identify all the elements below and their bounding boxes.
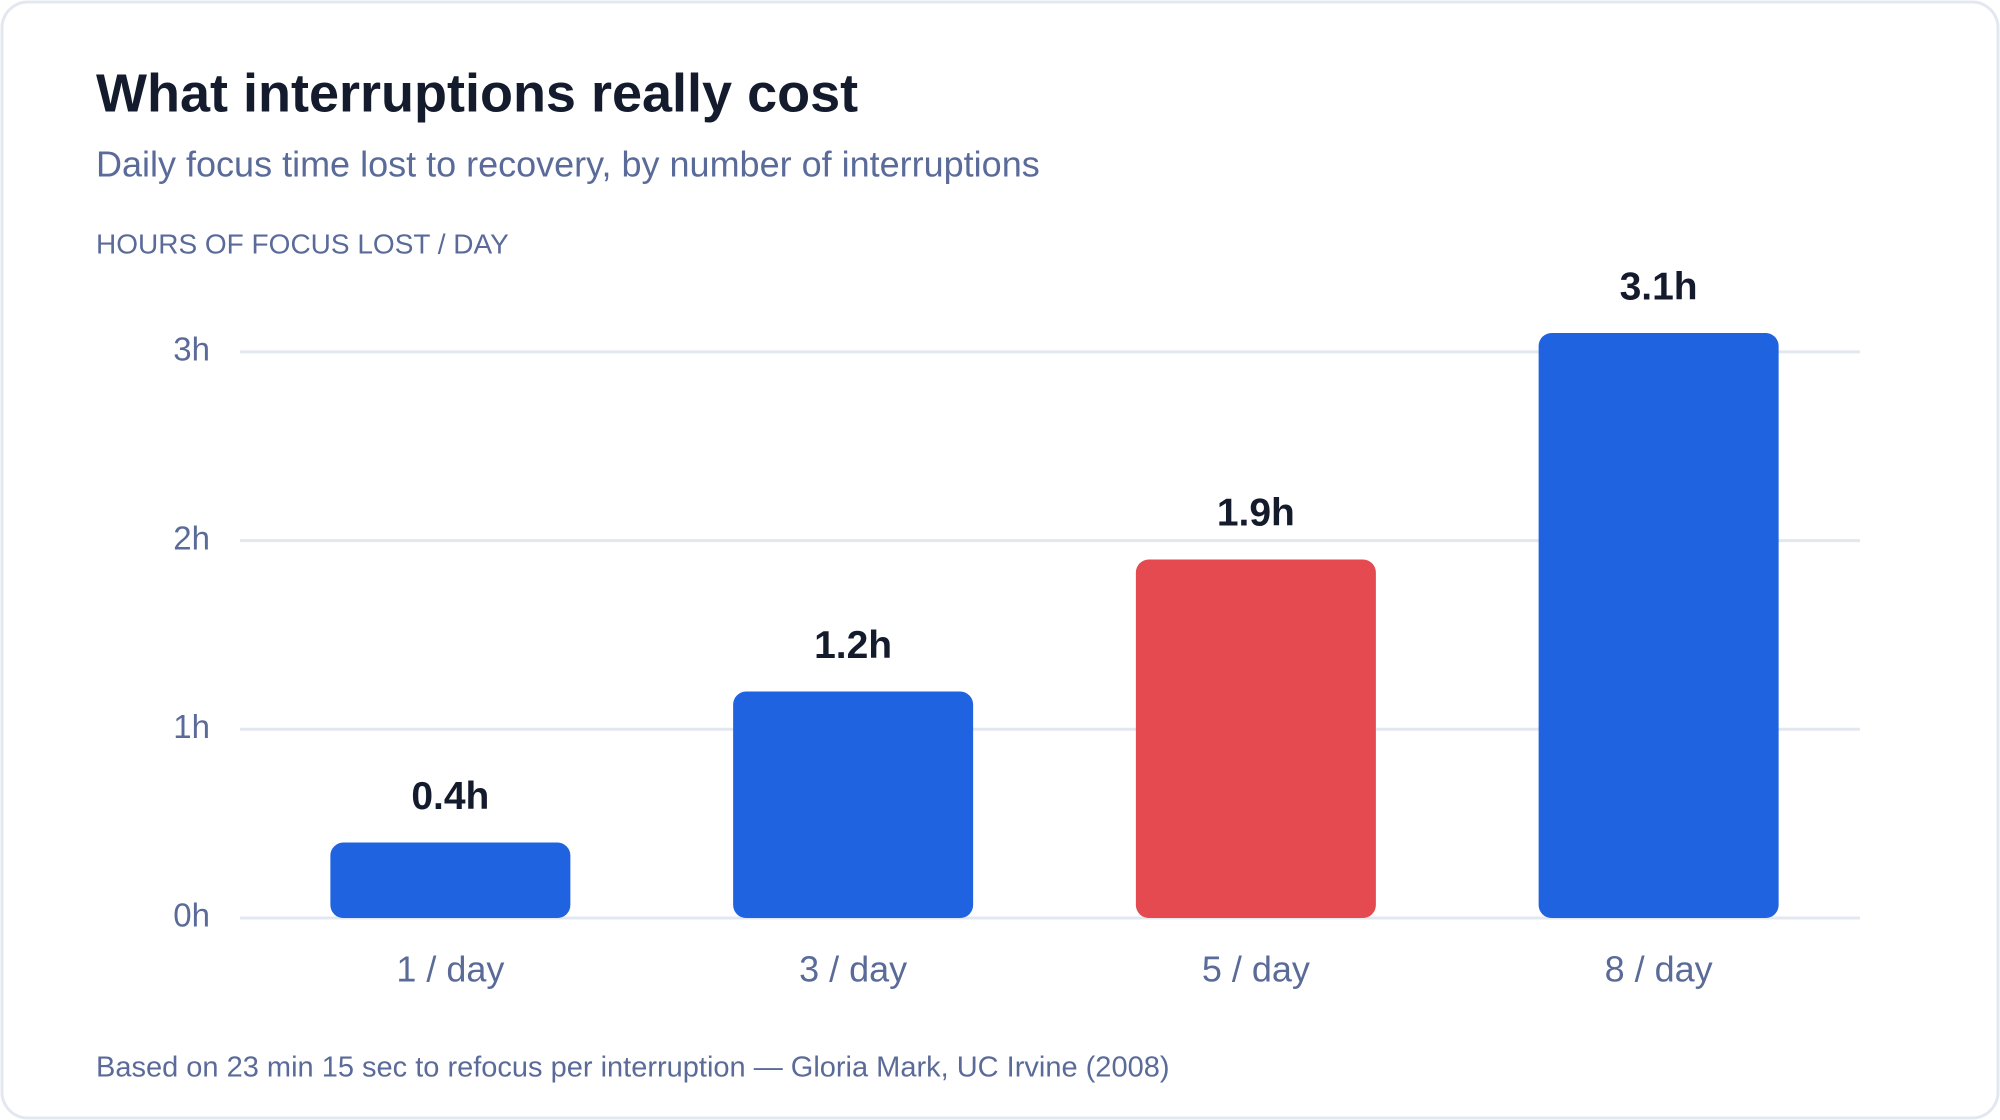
value-label: 1.2h (814, 624, 892, 667)
x-tick-label: 5 / day (1202, 949, 1310, 990)
y-tick-label: 3h (173, 331, 210, 368)
y-tick-label: 2h (173, 519, 210, 556)
footnote: Based on 23 min 15 sec to refocus per in… (96, 1052, 1169, 1084)
value-label: 3.1h (1620, 265, 1698, 308)
y-axis-label: HOURS OF FOCUS LOST / DAY (96, 228, 509, 259)
chart-subtitle: Daily focus time lost to recovery, by nu… (96, 144, 1040, 185)
x-tick-label: 3 / day (799, 949, 907, 990)
value-label: 0.4h (411, 775, 489, 818)
bar (1538, 333, 1779, 918)
y-tick-label: 0h (173, 897, 210, 934)
bar (330, 842, 571, 918)
chart-title: What interruptions really cost (96, 63, 858, 123)
x-tick-label: 1 / day (396, 949, 504, 990)
bar (733, 691, 974, 918)
bar (1135, 559, 1376, 918)
x-tick-label: 8 / day (1605, 949, 1713, 990)
y-tick-label: 1h (173, 708, 210, 745)
value-label: 1.9h (1217, 492, 1295, 535)
